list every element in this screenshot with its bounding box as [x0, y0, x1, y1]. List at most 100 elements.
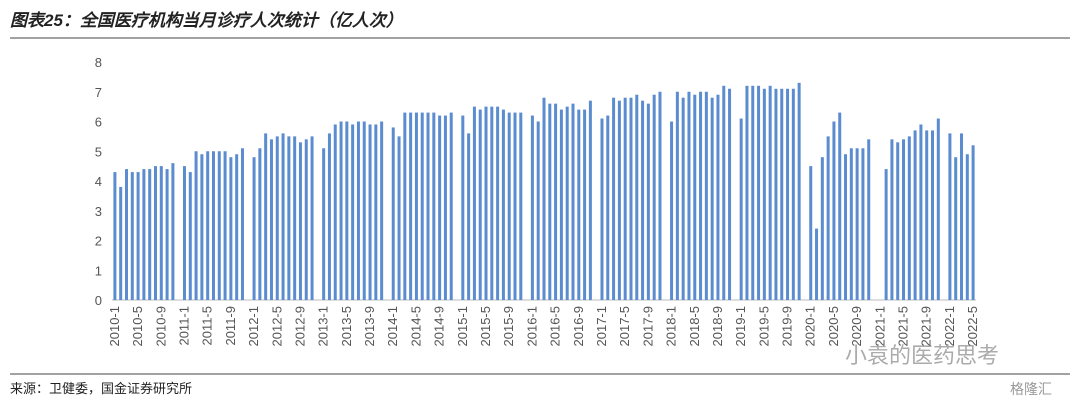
bar	[467, 133, 471, 300]
bar	[832, 121, 836, 300]
bar	[704, 91, 708, 300]
bar	[780, 88, 784, 301]
bar	[710, 97, 714, 300]
bar	[478, 109, 482, 300]
bar	[554, 103, 558, 301]
x-tick-label: 2013-9	[362, 306, 377, 346]
bar	[971, 145, 975, 300]
x-tick-label: 2021-5	[896, 306, 911, 346]
bar	[658, 91, 662, 300]
bar	[200, 154, 204, 300]
x-tick-label: 2013-1	[316, 306, 331, 346]
bar	[252, 157, 256, 300]
x-tick-label: 2021-1	[872, 306, 887, 346]
bar	[925, 130, 929, 300]
x-tick-label: 2019-5	[756, 306, 771, 346]
y-tick-label: 1	[95, 263, 102, 278]
bar	[716, 94, 720, 300]
bar	[588, 100, 592, 300]
bar	[861, 148, 865, 300]
x-tick-label: 2011-9	[223, 306, 238, 346]
watermark: 小袁的医药思考	[845, 343, 999, 368]
bar	[757, 85, 761, 300]
bar	[902, 139, 906, 300]
bar	[368, 124, 372, 300]
bar	[815, 228, 819, 300]
bar	[513, 112, 517, 300]
bar	[461, 115, 465, 300]
bar	[745, 85, 749, 300]
bar	[884, 169, 888, 300]
bar	[293, 136, 297, 300]
bar	[374, 124, 378, 300]
bar	[559, 109, 563, 300]
bar	[380, 121, 384, 300]
bar	[426, 112, 430, 300]
bar	[641, 100, 645, 300]
x-tick-label: 2017-5	[617, 306, 632, 346]
x-tick-label: 2020-5	[826, 306, 841, 346]
x-tick-label: 2016-1	[524, 306, 539, 346]
bar	[635, 94, 639, 300]
bar	[542, 97, 546, 300]
bar	[269, 139, 273, 300]
bar	[327, 133, 331, 300]
x-tick-label: 2013-5	[339, 306, 354, 346]
x-tick-label: 2017-1	[594, 306, 609, 346]
x-tick-label: 2022-1	[942, 306, 957, 346]
bar	[606, 115, 610, 300]
bar	[722, 85, 726, 300]
bar	[188, 172, 192, 300]
bar	[333, 124, 337, 300]
x-tick-label: 2010-1	[107, 306, 122, 346]
bar	[791, 88, 795, 301]
x-tick-label: 2014-1	[385, 306, 400, 346]
bar	[287, 136, 291, 300]
bar	[913, 130, 917, 300]
x-tick-label: 2018-5	[687, 306, 702, 346]
bar	[414, 112, 418, 300]
bar	[849, 148, 853, 300]
bar	[124, 169, 128, 300]
bar	[159, 166, 163, 300]
bar	[768, 85, 772, 300]
bar	[774, 88, 778, 301]
bar	[687, 91, 691, 300]
bar	[113, 172, 117, 300]
bar	[206, 151, 210, 300]
bar	[438, 115, 442, 300]
bar	[820, 157, 824, 300]
x-tick-label: 2015-5	[478, 306, 493, 346]
x-tick-label: 2015-9	[501, 306, 516, 346]
bar	[304, 139, 308, 300]
bar	[507, 112, 511, 300]
bar	[403, 112, 407, 300]
bar	[536, 121, 540, 300]
bar	[409, 112, 413, 300]
bar	[153, 166, 157, 300]
bar	[275, 136, 279, 300]
bar	[623, 97, 627, 300]
bar	[165, 169, 169, 300]
x-tick-label: 2016-9	[571, 306, 586, 346]
bar	[907, 136, 911, 300]
x-tick-label: 2018-9	[710, 306, 725, 346]
source: 来源：卫健委，国金证券研究所	[10, 381, 192, 396]
bar	[472, 106, 476, 300]
x-tick-label: 2015-1	[455, 306, 470, 346]
bar	[826, 136, 830, 300]
y-tick-label: 4	[95, 174, 102, 189]
bar	[931, 130, 935, 300]
title: 图表25：全国医疗机构当月诊疗人次统计（亿人次）	[10, 11, 403, 30]
x-tick-label: 2011-1	[176, 306, 191, 346]
x-tick-label: 2019-1	[733, 306, 748, 346]
bar	[583, 109, 587, 300]
bar	[339, 121, 343, 300]
bar	[612, 97, 616, 300]
bar	[136, 172, 140, 300]
bar	[362, 121, 366, 300]
bar	[571, 103, 575, 301]
bar	[762, 88, 766, 301]
bar	[548, 103, 552, 301]
x-tick-label: 2010-9	[153, 306, 168, 346]
